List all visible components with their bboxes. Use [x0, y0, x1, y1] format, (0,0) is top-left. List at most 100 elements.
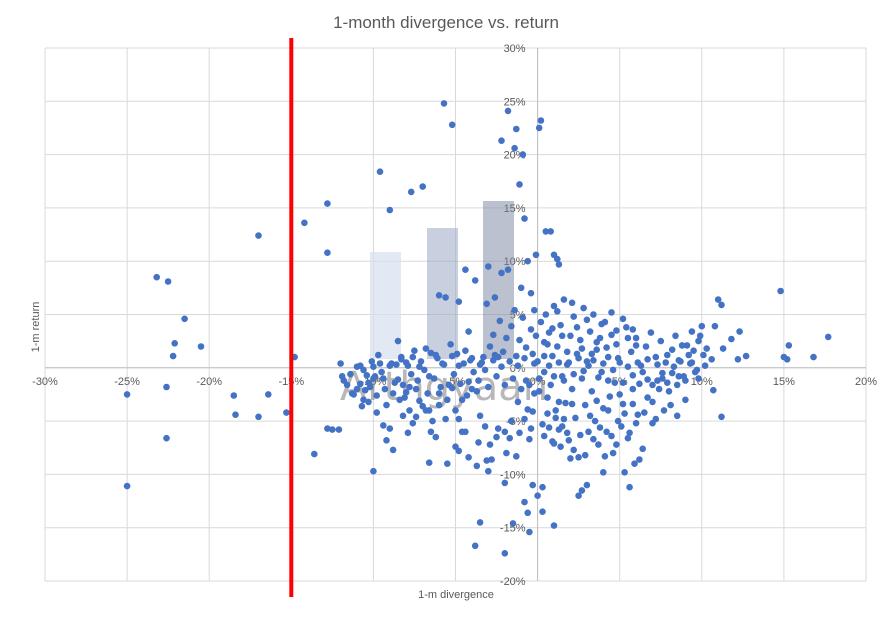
watermark: Arthgyaan [340, 201, 548, 410]
data-point [338, 373, 346, 380]
data-point [444, 460, 451, 468]
data-point [568, 385, 576, 393]
data-point [581, 451, 589, 459]
data-point [503, 449, 510, 457]
data-point [324, 425, 331, 432]
data-point [422, 345, 430, 352]
data-point [493, 433, 500, 441]
data-point [475, 439, 482, 446]
data-point [567, 455, 574, 462]
data-point [581, 401, 589, 409]
data-point [708, 356, 715, 363]
data-point [373, 409, 381, 416]
data-point [169, 352, 177, 360]
x-tick-label: -30% [32, 376, 58, 388]
data-point [598, 320, 605, 328]
data-point [383, 437, 390, 444]
data-point [513, 352, 520, 360]
data-point [498, 363, 505, 371]
data-point [644, 356, 651, 363]
data-point [521, 415, 528, 423]
data-point [370, 363, 377, 371]
data-point [639, 368, 646, 376]
data-point [376, 360, 384, 367]
watermark-logo-bar-3 [483, 201, 514, 359]
data-point [476, 412, 484, 420]
data-point [514, 398, 522, 406]
data-point [636, 456, 643, 463]
y-tick-label: -20% [500, 576, 526, 588]
data-point [301, 219, 308, 227]
data-point [386, 362, 394, 370]
data-point [631, 460, 638, 468]
data-point [580, 367, 587, 375]
data-point [473, 462, 481, 470]
data-point [618, 423, 625, 430]
data-point [439, 360, 446, 367]
data-point [572, 414, 579, 422]
data-point [568, 400, 576, 408]
data-point [163, 383, 170, 391]
data-point [311, 450, 318, 458]
data-point [455, 447, 463, 455]
data-point [570, 446, 577, 454]
data-point [590, 435, 597, 443]
data-point [475, 377, 482, 384]
data-point [652, 353, 660, 361]
data-point [655, 385, 663, 393]
data-point [498, 137, 505, 144]
data-point [634, 359, 642, 366]
data-point [483, 457, 491, 464]
data-point [427, 428, 435, 436]
data-point [373, 392, 381, 399]
data-point [501, 381, 509, 389]
data-point [575, 454, 582, 461]
data-point [123, 482, 131, 490]
data-point [171, 340, 178, 347]
data-point [348, 390, 356, 397]
data-point [555, 359, 563, 366]
data-point [391, 379, 399, 387]
x-tick-label: 10% [691, 376, 713, 388]
x-tick-label: -20% [196, 376, 222, 388]
data-point [371, 373, 379, 380]
data-point [445, 381, 453, 389]
data-point [682, 377, 689, 384]
data-point [547, 228, 554, 235]
data-point [435, 401, 443, 409]
data-point [414, 377, 422, 384]
data-point [448, 352, 456, 360]
data-point [608, 432, 615, 440]
data-point [641, 409, 648, 416]
data-point [255, 413, 262, 421]
data-point [450, 370, 458, 378]
data-point [468, 354, 476, 362]
data-point [455, 362, 463, 370]
data-point [636, 380, 643, 388]
data-point [406, 383, 413, 391]
data-point [501, 479, 509, 487]
data-point [590, 311, 597, 318]
data-point [555, 261, 563, 268]
data-point [462, 428, 469, 436]
data-point [639, 445, 646, 453]
data-point [685, 351, 692, 359]
data-point [501, 550, 509, 557]
data-point [153, 273, 160, 281]
data-point [442, 294, 449, 301]
data-point [609, 366, 617, 374]
data-point [603, 344, 610, 351]
data-point [522, 344, 530, 351]
data-point [575, 354, 582, 362]
data-point [703, 345, 710, 352]
data-point [486, 441, 494, 448]
data-point [360, 396, 367, 404]
data-point [549, 438, 556, 445]
data-point [537, 318, 545, 326]
data-point [598, 368, 605, 376]
data-point [550, 522, 558, 529]
data-point [634, 411, 642, 419]
data-point [736, 328, 743, 335]
data-point [675, 357, 683, 364]
